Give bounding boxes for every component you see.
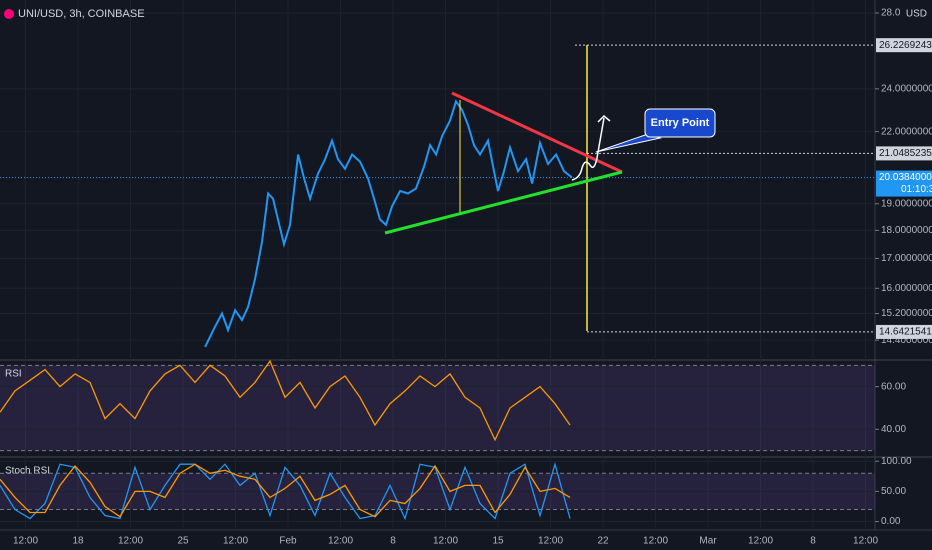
y-tick-label: 18.00000000: [881, 225, 932, 236]
x-tick-label: Mar: [699, 536, 717, 547]
grid: [0, 0, 932, 531]
level-label-box: [876, 38, 932, 53]
y-tick-label: 100.00: [881, 456, 912, 467]
arrow-head: [597, 114, 611, 123]
last-price-box: [876, 170, 932, 197]
y-tick-label: 14.40000000: [881, 335, 932, 346]
callout-text: Entry Point: [651, 117, 710, 129]
x-tick-label: 8: [390, 536, 396, 547]
level-label: 14.64215419: [879, 327, 932, 338]
level-label: 21.04852353: [879, 148, 932, 159]
x-tick-label: 12:00: [643, 536, 668, 547]
level-label-box: [876, 146, 932, 161]
callout-box: [644, 108, 716, 138]
level-label-box: [876, 324, 932, 339]
indicator-line: [0, 461, 571, 521]
x-tick-label: 12:00: [748, 536, 773, 547]
indicator-line: [204, 99, 573, 348]
x-tick-label: 25: [177, 536, 189, 547]
x-tick-label: 12:00: [328, 536, 353, 547]
y-tick-label: 19.00000000: [881, 198, 932, 209]
x-tick-label: 18: [72, 536, 84, 547]
y-tick-label: 50.00: [881, 486, 906, 497]
last-price-label: 20.03840000: [879, 172, 932, 183]
x-tick-label: 15: [492, 536, 504, 547]
pane-title: RSI: [5, 369, 22, 380]
y-tick-label: 22.00000000: [881, 126, 932, 137]
projection-arrow: [571, 117, 605, 181]
support-trendline: [384, 170, 623, 235]
x-tick-label: 12:00: [433, 536, 458, 547]
resistance-trendline: [451, 91, 623, 174]
x-tick-label: 12:00: [13, 536, 38, 547]
symbol-icon: [4, 9, 14, 19]
pane-title: Stoch RSI: [5, 466, 50, 477]
x-tick-label: 12:00: [223, 536, 248, 547]
y-tick-label: 28.0: [881, 8, 901, 19]
indicator-line: [0, 360, 571, 442]
plot-layer: 12:00 18 12:00 25 12:00 Feb 12:00 8 12:00 15 12:00…: [0, 8, 932, 547]
x-tick-label: 8: [810, 536, 816, 547]
indicator-line: [0, 463, 571, 518]
x-tick-label: Feb: [279, 536, 297, 547]
y-tick-label: 24.00000000: [881, 83, 932, 94]
currency-label: USD: [906, 9, 927, 20]
y-tick-label: 17.00000000: [881, 253, 932, 264]
x-tick-label: 12:00: [853, 536, 878, 547]
countdown-label: 01:10:39: [901, 184, 932, 195]
x-tick-label: 12:00: [118, 536, 143, 547]
y-tick-label: 16.00000000: [881, 283, 932, 294]
level-label: 26.22692437: [879, 40, 932, 51]
symbol-title: UNI/USD, 3h, COINBASE: [18, 8, 145, 20]
band-fill: [0, 365, 875, 451]
y-tick-label: 60.00: [881, 381, 906, 392]
y-tick-label: 15.20000000: [881, 308, 932, 319]
y-tick-label: 40.00: [881, 424, 906, 435]
y-tick-label: 0.00: [881, 516, 901, 527]
x-tick-label: 12:00: [538, 536, 563, 547]
x-tick-label: 22: [597, 536, 609, 547]
